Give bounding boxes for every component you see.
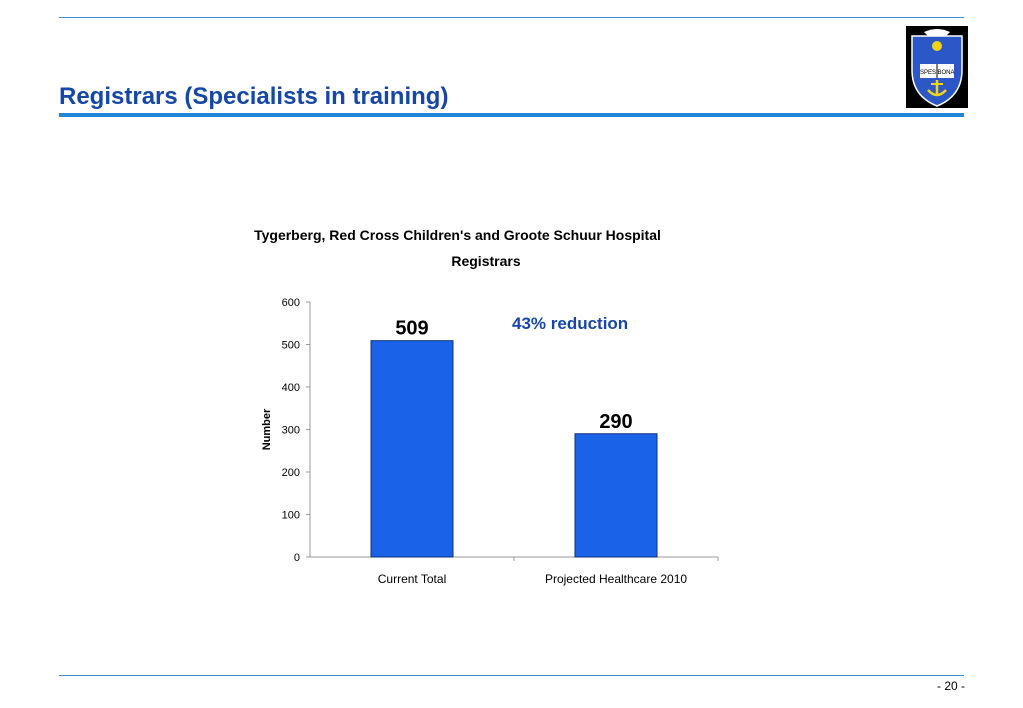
page-number: - 20 - [936, 679, 965, 693]
x-category-label: Current Total [378, 572, 446, 586]
reduction-annotation: 43% reduction [512, 314, 629, 333]
bar-2 [574, 433, 658, 558]
y-tick-label: 200 [282, 467, 300, 479]
chart-subtitle: Registrars [451, 253, 521, 269]
chart-title: Tygerberg, Red Cross Children's and Groo… [254, 227, 661, 243]
top-rule [59, 17, 964, 18]
svg-text:BONA: BONA [937, 70, 954, 76]
y-tick-label: 400 [282, 382, 300, 394]
bar-chart: 0 100 200 300 400 500 600 Number 509 Current Tota… [261, 297, 719, 586]
university-crest-logo: SPES BONA [906, 26, 968, 108]
bar-data-label: 290 [599, 411, 632, 433]
y-tick-label: 500 [282, 340, 300, 352]
title-underline [59, 113, 964, 117]
svg-text:SPES: SPES [920, 70, 936, 76]
bottom-rule [59, 675, 964, 676]
y-tick-label: 100 [282, 510, 300, 522]
y-axis-title: Number [261, 408, 273, 450]
y-tick-label: 0 [294, 552, 300, 564]
y-tick-label: 600 [282, 297, 300, 309]
bar-1 [370, 340, 454, 558]
bar-data-label: 509 [395, 318, 428, 340]
y-tick-label: 300 [282, 425, 300, 437]
x-category-label: Projected Healthcare 2010 [545, 572, 687, 586]
slide-title: Registrars (Specialists in training) [59, 83, 449, 110]
